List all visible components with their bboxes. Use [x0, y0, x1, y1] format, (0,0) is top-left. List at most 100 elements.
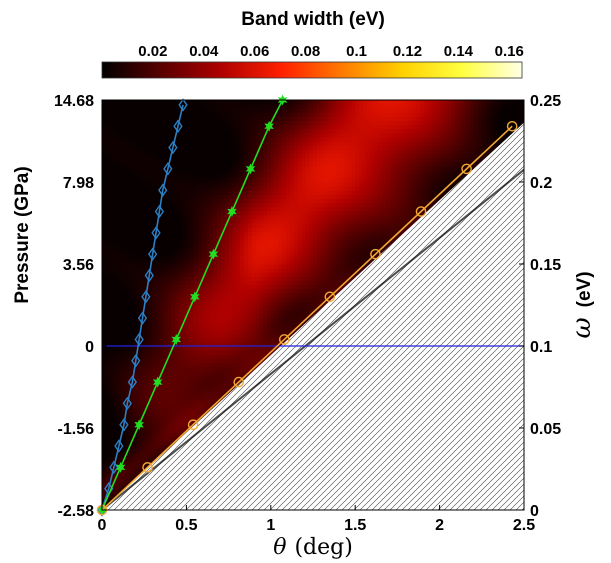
heatmap-cell	[205, 194, 211, 199]
heatmap-cell	[289, 325, 295, 331]
heatmap-cell	[205, 100, 211, 105]
heatmap-cell	[217, 153, 222, 158]
heatmap-cell	[236, 227, 241, 232]
heatmap-cell	[151, 419, 157, 425]
heatmap-cell	[190, 284, 195, 290]
heatmap-cell	[316, 284, 322, 290]
heatmap-cell	[125, 460, 130, 466]
heatmap-cell	[132, 100, 138, 105]
heatmap-cell	[339, 100, 345, 105]
heatmap-cell	[247, 354, 253, 359]
heatmap-cell	[109, 378, 115, 384]
heatmap-cell	[205, 382, 211, 388]
heatmap-cell	[289, 186, 295, 191]
heatmap-cell	[266, 100, 272, 105]
heatmap-cell	[355, 186, 360, 191]
heatmap-cell	[347, 112, 352, 117]
heatmap-cell	[105, 145, 111, 150]
heatmap-cell	[220, 161, 226, 167]
heatmap-cell	[324, 235, 329, 240]
heatmap-cell	[121, 407, 126, 413]
heatmap-cell	[163, 313, 168, 318]
heatmap-cell	[301, 268, 306, 273]
heatmap-cell	[220, 288, 226, 294]
heatmap-cell	[339, 132, 345, 138]
heatmap-cell	[105, 452, 111, 458]
heatmap-cell	[224, 231, 230, 236]
heatmap-cell	[148, 423, 153, 429]
heatmap-cell	[297, 198, 303, 204]
heatmap-cell	[209, 317, 214, 322]
heatmap-cell	[247, 202, 253, 208]
heatmap-cell	[266, 206, 272, 212]
heatmap-cell	[228, 165, 234, 171]
heatmap-cell	[232, 116, 237, 122]
heatmap-cell	[144, 300, 149, 306]
heatmap-cell	[305, 227, 310, 232]
heatmap-cell	[232, 149, 237, 154]
heatmap-cell	[144, 264, 149, 269]
heatmap-cell	[194, 366, 199, 372]
heatmap-cell	[186, 366, 191, 372]
heatmap-cell	[359, 251, 364, 257]
heatmap-cell	[159, 378, 164, 384]
heatmap-cell	[117, 346, 122, 351]
heatmap-cell	[205, 354, 211, 359]
heatmap-cell	[313, 251, 318, 257]
heatmap-cell	[355, 141, 360, 146]
heatmap-cell	[171, 333, 176, 339]
heatmap-cell	[186, 313, 191, 318]
heatmap-cell	[355, 190, 360, 195]
heatmap-cell	[282, 243, 287, 249]
heatmap-cell	[205, 190, 211, 195]
heatmap-cell	[102, 325, 107, 331]
heatmap-cell	[347, 120, 352, 126]
heatmap-cell	[289, 124, 295, 130]
heatmap-cell	[113, 202, 118, 208]
heatmap-cell	[270, 259, 276, 265]
heatmap-cell	[155, 305, 161, 310]
heatmap-cell	[243, 280, 249, 286]
heatmap-cell	[240, 231, 245, 236]
heatmap-cell	[155, 259, 161, 265]
heatmap-cell	[194, 227, 199, 232]
heatmap-cell	[201, 354, 207, 359]
heatmap-cell	[286, 120, 291, 126]
heatmap-cell	[201, 177, 207, 183]
heatmap-cell	[148, 280, 153, 286]
heatmap-cell	[205, 305, 211, 310]
heatmap-cell	[109, 231, 115, 236]
heatmap-cell	[278, 145, 283, 150]
heatmap-cell	[163, 395, 168, 400]
heatmap-cell	[109, 202, 115, 208]
heatmap-cell	[182, 198, 187, 204]
heatmap-cell	[109, 341, 115, 347]
heatmap-cell	[332, 202, 337, 208]
heatmap-cell	[113, 153, 118, 158]
heatmap-cell	[182, 423, 187, 429]
heatmap-cell	[128, 243, 134, 249]
heatmap-cell	[289, 206, 295, 212]
heatmap-cell	[194, 395, 199, 400]
heatmap-cell	[148, 169, 153, 175]
heatmap-cell	[236, 169, 241, 175]
heatmap-cell	[125, 276, 130, 281]
heatmap-cell	[159, 169, 164, 175]
heatmap-cell	[148, 145, 153, 150]
heatmap-cell	[163, 145, 168, 150]
heatmap-cell	[332, 116, 337, 122]
heatmap-cell	[243, 276, 249, 281]
heatmap-cell	[132, 436, 138, 441]
heatmap-cell	[144, 243, 149, 249]
heatmap-cell	[224, 247, 230, 253]
heatmap-cell	[128, 317, 134, 322]
heatmap-cell	[136, 354, 141, 359]
heatmap-cell	[128, 182, 134, 187]
heatmap-cell	[113, 288, 118, 294]
heatmap-cell	[232, 104, 237, 109]
heatmap-cell	[102, 136, 107, 142]
heatmap-cell	[132, 272, 138, 277]
heatmap-cell	[289, 104, 295, 109]
heatmap-cell	[201, 231, 207, 236]
heatmap-cell	[316, 157, 322, 163]
